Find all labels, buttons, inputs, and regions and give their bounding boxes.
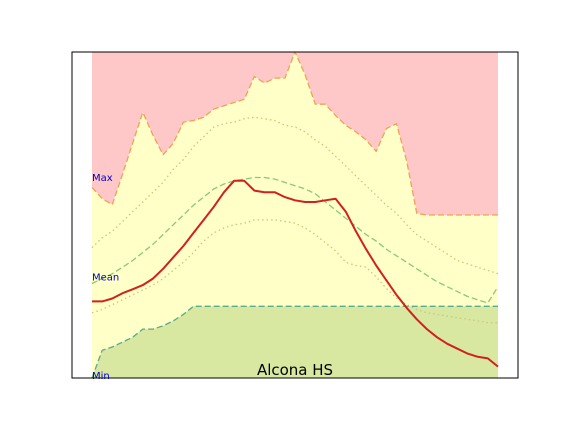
plot-area bbox=[91, 51, 499, 379]
annotation-mean: Mean bbox=[92, 273, 119, 284]
annotation-max: Max bbox=[92, 173, 113, 184]
series-line-year bbox=[92, 179, 499, 368]
axes-frame bbox=[71, 51, 519, 379]
series-line-mean bbox=[91, 176, 499, 304]
upper-band-area bbox=[92, 52, 498, 215]
series-line-min bbox=[91, 305, 498, 379]
chart-title: Alcona HS bbox=[257, 361, 333, 379]
annotation-min: Min bbox=[92, 371, 110, 382]
lower-band-area bbox=[92, 306, 498, 378]
